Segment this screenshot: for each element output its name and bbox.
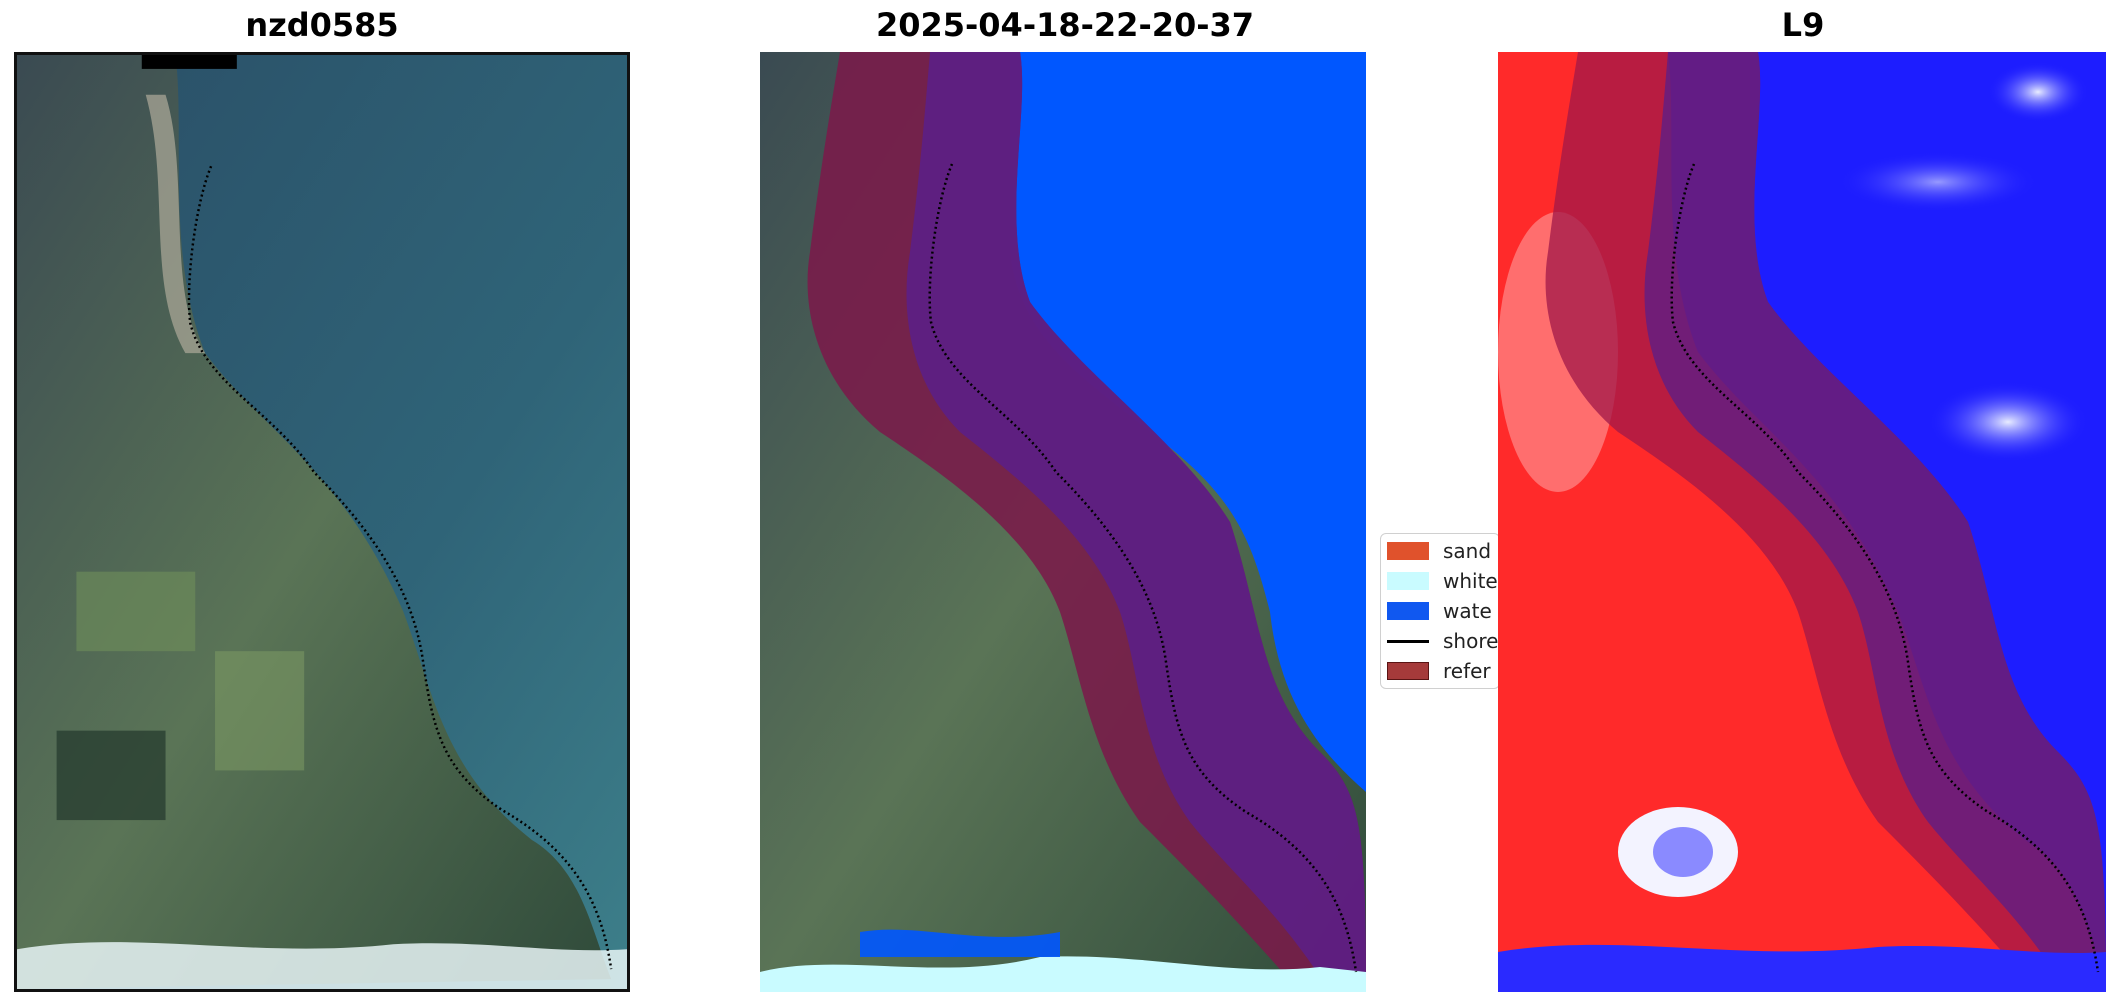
classification-image: [760, 52, 1366, 992]
legend-item-sand: sand: [1387, 538, 1491, 564]
legend: sand white wate shore refer: [1380, 533, 1500, 689]
panel-title-rgb: nzd0585: [245, 6, 399, 44]
legend-label: refer: [1443, 659, 1491, 683]
rgb-image: [17, 55, 627, 989]
shoreline: [1670, 163, 2100, 973]
shoreline-line-icon: [1387, 639, 1429, 643]
legend-label: wate: [1443, 599, 1492, 623]
shoreline: [928, 163, 1358, 973]
panel-title-classification: 2025-04-18-22-20-37: [875, 6, 1255, 44]
reference-swatch: [1387, 662, 1429, 680]
legend-label: shore: [1443, 629, 1499, 653]
rgb-image-panel: [14, 52, 630, 992]
panel-title-index: L9: [1781, 6, 1825, 44]
sand-swatch: [1387, 542, 1429, 560]
legend-item-shoreline: shore: [1387, 628, 1498, 654]
index-panel: [1498, 52, 2106, 992]
shoreline: [187, 165, 613, 970]
legend-label: white: [1443, 569, 1498, 593]
index-image: [1498, 52, 2106, 992]
legend-label: sand: [1443, 539, 1492, 563]
legend-item-water: wate: [1387, 598, 1492, 624]
whitewater-swatch: [1387, 572, 1429, 590]
legend-item-reference: refer: [1387, 658, 1491, 684]
classification-panel: [760, 52, 1366, 992]
water-swatch: [1387, 602, 1429, 620]
legend-item-whitewater: white: [1387, 568, 1498, 594]
